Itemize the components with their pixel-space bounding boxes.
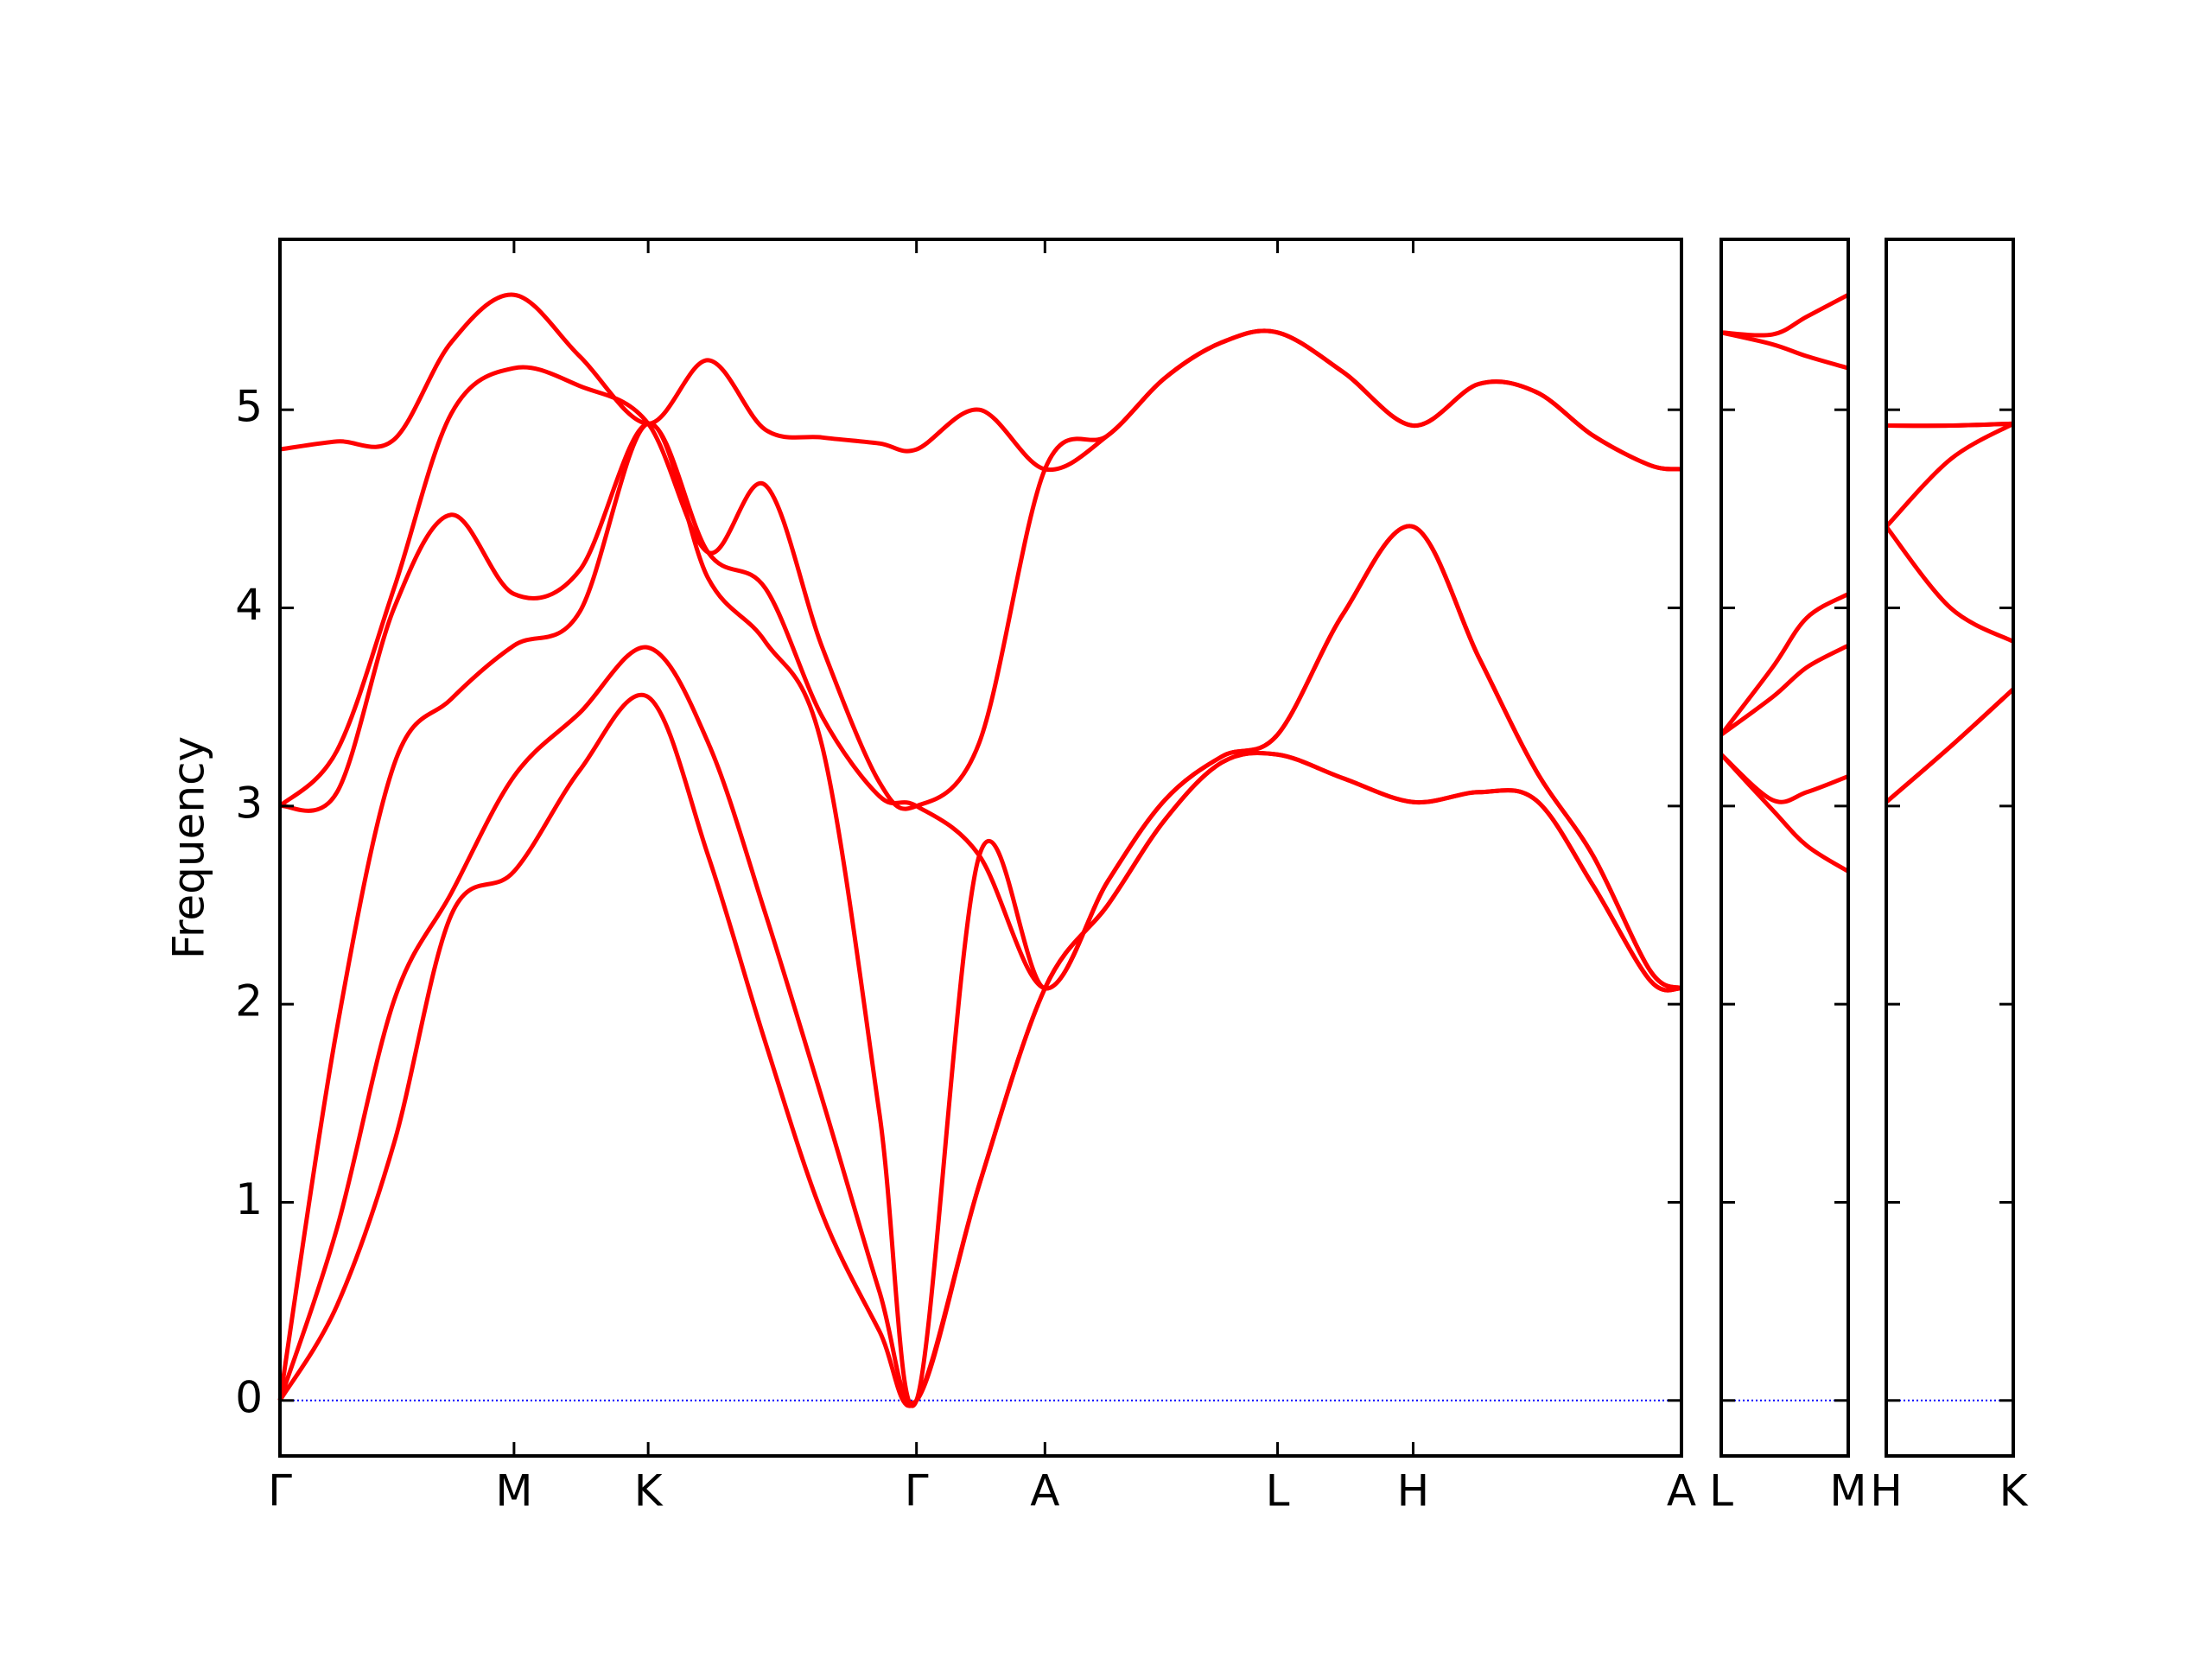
x-tick-label: A: [1030, 1466, 1059, 1516]
x-tick-label: L: [1709, 1466, 1733, 1516]
x-tick-label: M: [495, 1466, 532, 1516]
band-line: [1885, 524, 2015, 644]
band-line: [1719, 643, 1850, 737]
band-line: [1719, 753, 1849, 804]
y-tick-label: 3: [235, 778, 263, 828]
plot-frame: [1885, 238, 2015, 1458]
band-line: [1885, 422, 2015, 529]
band-line: [1720, 292, 1850, 338]
y-tick-label: 2: [235, 976, 263, 1027]
band-line: [1885, 421, 2014, 429]
band-line: [1720, 330, 1849, 371]
x-tick-label: Γ: [905, 1466, 929, 1516]
band-line: [277, 645, 1682, 1406]
band-line: [279, 292, 1682, 473]
band-line: [277, 421, 1683, 1408]
band-line: [1885, 687, 2015, 804]
y-tick-label: 1: [235, 1174, 263, 1224]
x-tick-label: K: [1999, 1466, 2029, 1516]
x-tick-label: Γ: [268, 1466, 292, 1516]
y-tick-label: 5: [235, 382, 263, 432]
x-tick-label: A: [1667, 1466, 1696, 1516]
y-tick-label: 0: [235, 1372, 263, 1422]
x-tick-label: K: [634, 1466, 664, 1516]
band-line: [278, 328, 1682, 811]
x-tick-label: M: [1829, 1466, 1866, 1516]
x-tick-label: H: [1397, 1466, 1430, 1516]
plot-frame: [1719, 238, 1850, 1458]
band-line: [1719, 592, 1850, 736]
x-tick-label: L: [1266, 1466, 1290, 1516]
x-tick-label: H: [1870, 1466, 1903, 1516]
y-axis-label: Frequency: [164, 736, 214, 959]
band-line: [277, 692, 1682, 1408]
plot-frame: [278, 238, 1683, 1458]
y-tick-label: 4: [235, 580, 263, 630]
band-line: [279, 421, 1683, 991]
